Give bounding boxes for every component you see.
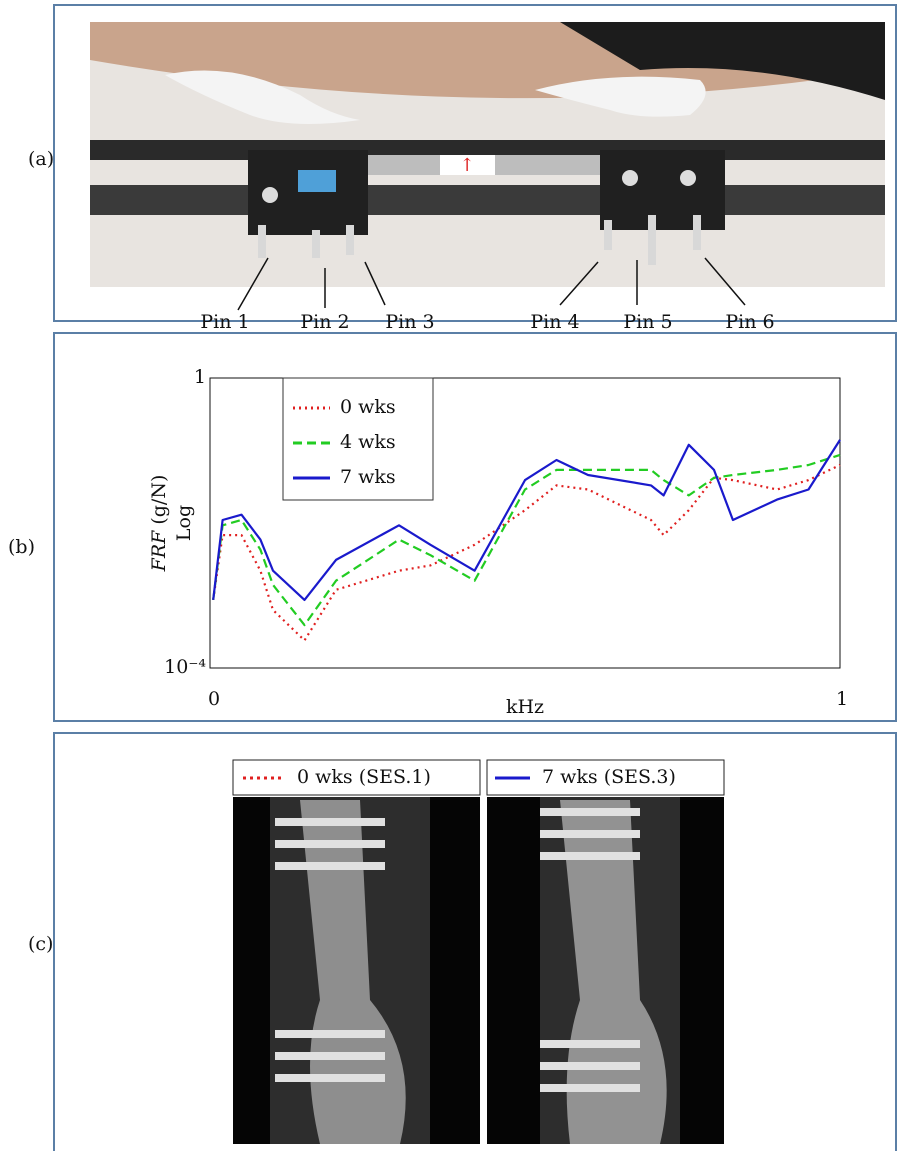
pin xyxy=(346,225,354,255)
photo: ↑ xyxy=(90,22,885,287)
pin xyxy=(693,215,701,250)
pin-label: Pin 5 xyxy=(623,311,672,333)
xray-images: 0 wks (SES.1) 7 wks (SES.3) xyxy=(233,760,724,1144)
y-axis-label: FRF (g/N) xyxy=(148,475,170,573)
y-label-symbol: FRF xyxy=(148,530,170,572)
xray-pin xyxy=(275,1030,385,1038)
y-scale-label: Log xyxy=(173,505,195,541)
xray-pin xyxy=(275,1074,385,1082)
xray-pin xyxy=(275,818,385,826)
pin-label: Pin 6 xyxy=(725,311,774,333)
pin xyxy=(648,215,656,265)
bolt xyxy=(262,187,278,203)
legend: 0 wks 4 wks 7 wks xyxy=(283,378,433,500)
arrow-mark: ↑ xyxy=(459,155,474,176)
x-tick-label: 1 xyxy=(836,688,848,710)
chart: FRF (g/N) Log kHz 0 1 1 10⁻⁴ 0 wks 4 wks 7 wks xyxy=(148,366,848,718)
x-axis-label: kHz xyxy=(506,696,544,718)
clamp xyxy=(600,150,725,230)
x-tick-label: 0 xyxy=(208,688,220,710)
xray-pin xyxy=(540,1062,640,1070)
xray-pin xyxy=(540,808,640,816)
pin-label: Pin 1 xyxy=(200,311,249,333)
xray-pin xyxy=(540,1040,640,1048)
rail xyxy=(90,185,885,215)
xray-pin xyxy=(275,1052,385,1060)
legend-label: 4 wks xyxy=(340,431,396,453)
legend-label: 7 wks xyxy=(340,466,396,488)
legend-label: 0 wks xyxy=(340,396,396,418)
y-label-unit: (g/N) xyxy=(148,475,170,525)
pin-label: Pin 2 xyxy=(300,311,349,333)
pin xyxy=(312,230,320,258)
soft-tissue xyxy=(270,797,430,1144)
pin-label: Pin 4 xyxy=(530,311,579,333)
pin xyxy=(258,225,266,258)
bolt xyxy=(622,170,638,186)
panel-label: (b) xyxy=(8,536,35,558)
y-tick-label: 1 xyxy=(194,366,206,388)
clip xyxy=(298,170,336,192)
panel-label: (c) xyxy=(28,933,53,955)
y-tick-label: 10⁻⁴ xyxy=(164,656,206,678)
figure: (a) (b) (c) ↑ xyxy=(0,0,898,1151)
bolt xyxy=(680,170,696,186)
xray-pin xyxy=(275,840,385,848)
xray-legend-text: 7 wks (SES.3) xyxy=(542,766,676,788)
xray-pin xyxy=(540,830,640,838)
panel-label: (a) xyxy=(28,148,54,170)
xray-pin xyxy=(540,852,640,860)
xray-pin xyxy=(275,862,385,870)
pin-label: Pin 3 xyxy=(385,311,434,333)
xray-legend-text: 0 wks (SES.1) xyxy=(297,766,431,788)
xray-pin xyxy=(540,1084,640,1092)
pin xyxy=(604,220,612,250)
